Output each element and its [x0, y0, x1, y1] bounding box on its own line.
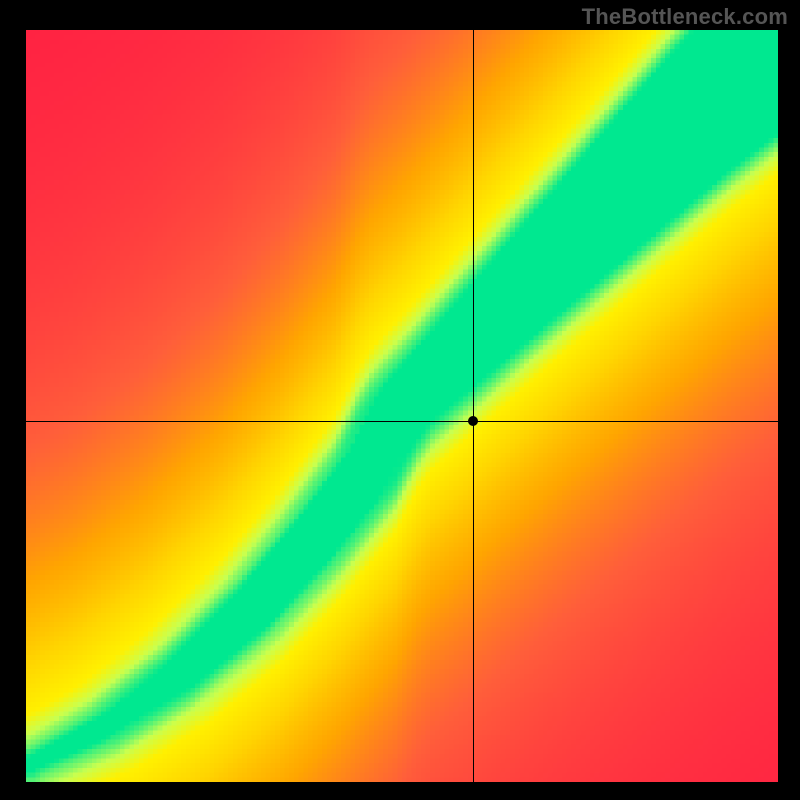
- watermark-text: TheBottleneck.com: [582, 4, 788, 30]
- heatmap-canvas: [26, 30, 778, 782]
- crosshair-horizontal: [26, 421, 778, 422]
- chart-container: TheBottleneck.com: [0, 0, 800, 800]
- crosshair-marker: [468, 416, 478, 426]
- crosshair-vertical: [473, 30, 474, 782]
- plot-frame: [26, 30, 778, 782]
